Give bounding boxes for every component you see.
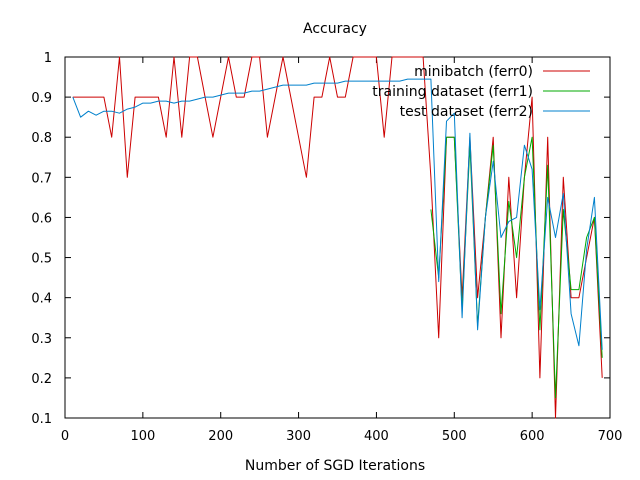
- axis-ticks: 0 100 200 300 400 500 600 700 0.1 0.2 0.3 0.4 0.5 0.6…: [31, 51, 622, 444]
- y-tick-label: 0.8: [31, 131, 52, 146]
- x-tick-label: 0: [61, 429, 69, 444]
- legend-label: minibatch (ferr0): [414, 64, 533, 80]
- legend-label: training dataset (ferr1): [372, 84, 533, 100]
- x-tick-label: 700: [598, 429, 623, 444]
- x-tick-label: 300: [286, 429, 311, 444]
- x-tick-label: 500: [442, 429, 467, 444]
- x-tick-label: 600: [520, 429, 545, 444]
- series-line-2: [72, 78, 603, 350]
- series-layer: [72, 56, 603, 419]
- chart-title: Accuracy: [303, 21, 367, 37]
- plot-frame: [64, 56, 611, 419]
- legend-label: test dataset (ferr2): [400, 104, 533, 120]
- y-tick-label: 0.4: [31, 292, 52, 307]
- x-tick-label: 200: [208, 429, 233, 444]
- y-tick-label: 0.9: [31, 91, 52, 106]
- x-tick-label: 400: [364, 429, 389, 444]
- x-axis-label: Number of SGD Iterations: [245, 458, 425, 474]
- y-tick-label: 1: [44, 51, 52, 66]
- y-tick-label: 0.3: [31, 332, 52, 347]
- y-tick-label: 0.7: [31, 171, 52, 186]
- y-tick-label: 0.5: [31, 252, 52, 267]
- y-tick-label: 0.1: [31, 412, 52, 427]
- series-line-0: [72, 56, 603, 419]
- x-tick-label: 100: [130, 429, 155, 444]
- legend: minibatch (ferr0) training dataset (ferr1…: [372, 64, 590, 120]
- y-tick-label: 0.2: [31, 372, 52, 387]
- y-tick-label: 0.6: [31, 211, 52, 226]
